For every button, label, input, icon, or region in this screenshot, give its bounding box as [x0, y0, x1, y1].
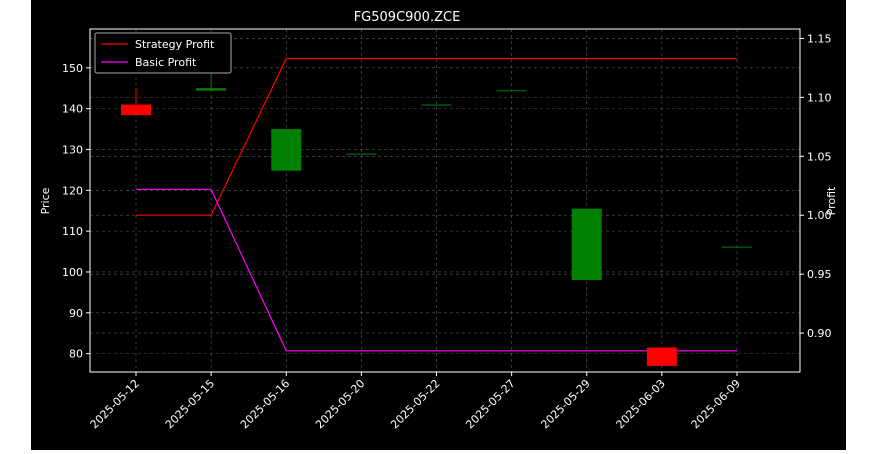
- x-tick-label-1: 2025-05-15: [163, 377, 217, 431]
- candle-body-0: [121, 104, 151, 116]
- series-line-strategy-profit: [136, 57, 737, 216]
- y-tick-label-1: 90: [69, 307, 83, 320]
- x-tick-label-7: 2025-06-03: [614, 377, 668, 431]
- x-tick-label-8: 2025-06-09: [689, 377, 743, 431]
- profit-lines: [136, 57, 737, 352]
- y-tick-label-7: 150: [62, 62, 83, 75]
- y-axis-label: Price: [39, 187, 52, 214]
- y-tick-label-5: 130: [62, 143, 83, 156]
- candle-body-5: [496, 90, 527, 92]
- y2-tick-label-4: 1.10: [807, 91, 832, 104]
- candle-body-3: [346, 153, 377, 155]
- y-axis-left: 80 90 100 110 120 130 140 150: [62, 62, 90, 361]
- y-tick-label-3: 110: [62, 225, 83, 238]
- grid: [90, 29, 800, 372]
- y-axis-right: 0.90 0.95 1.00 1.05 1.10 1.15: [800, 32, 832, 340]
- candle-body-1: [196, 88, 227, 91]
- candle-body-7: [646, 347, 677, 366]
- x-tick-label-3: 2025-05-20: [313, 377, 367, 431]
- x-tick-label-2: 2025-05-16: [238, 377, 292, 431]
- plot-frame: [89, 28, 801, 373]
- candle-body-8: [722, 246, 752, 248]
- legend-label-basic-profit: Basic Profit: [135, 56, 197, 69]
- y2-tick-label-0: 0.90: [807, 327, 832, 340]
- series-line-basic-profit: [136, 188, 737, 352]
- x-tick-label-4: 2025-05-22: [388, 377, 442, 431]
- legend-label-strategy-profit: Strategy Profit: [135, 38, 215, 51]
- x-tick-label-6: 2025-05-29: [538, 377, 592, 431]
- candle-body-6: [571, 208, 602, 281]
- y-tick-label-0: 80: [69, 348, 83, 361]
- y-tick-label-4: 120: [62, 184, 83, 197]
- chart-title: FG509C900.ZCE: [354, 10, 461, 25]
- y-tick-label-2: 100: [62, 266, 83, 279]
- legend: Strategy Profit Basic Profit: [94, 32, 232, 74]
- y2-tick-label-5: 1.15: [807, 32, 832, 45]
- chart-svg: FG509C900.ZCE 80 90 100 110 120 130 140 150 0.9…: [39, 10, 838, 431]
- y2-tick-label-3: 1.05: [807, 150, 832, 163]
- candle-body-4: [421, 104, 452, 106]
- y2-tick-label-1: 0.95: [807, 268, 832, 281]
- x-tick-label-0: 2025-05-12: [88, 377, 142, 431]
- y-tick-label-6: 140: [62, 103, 83, 116]
- x-tick-label-5: 2025-05-27: [463, 377, 517, 431]
- x-axis: 2025-05-12 2025-05-15 2025-05-16 2025-05-20…: [88, 372, 743, 431]
- y2-axis-label: Profit: [825, 186, 838, 215]
- candle-body-2: [271, 129, 302, 171]
- chart-figure: FG509C900.ZCE 80 90 100 110 120 130 140 150 0.9…: [31, 0, 846, 450]
- y2-tick-label-2: 1.00: [807, 209, 832, 222]
- candles: [121, 71, 752, 366]
- legend-box: [94, 32, 232, 74]
